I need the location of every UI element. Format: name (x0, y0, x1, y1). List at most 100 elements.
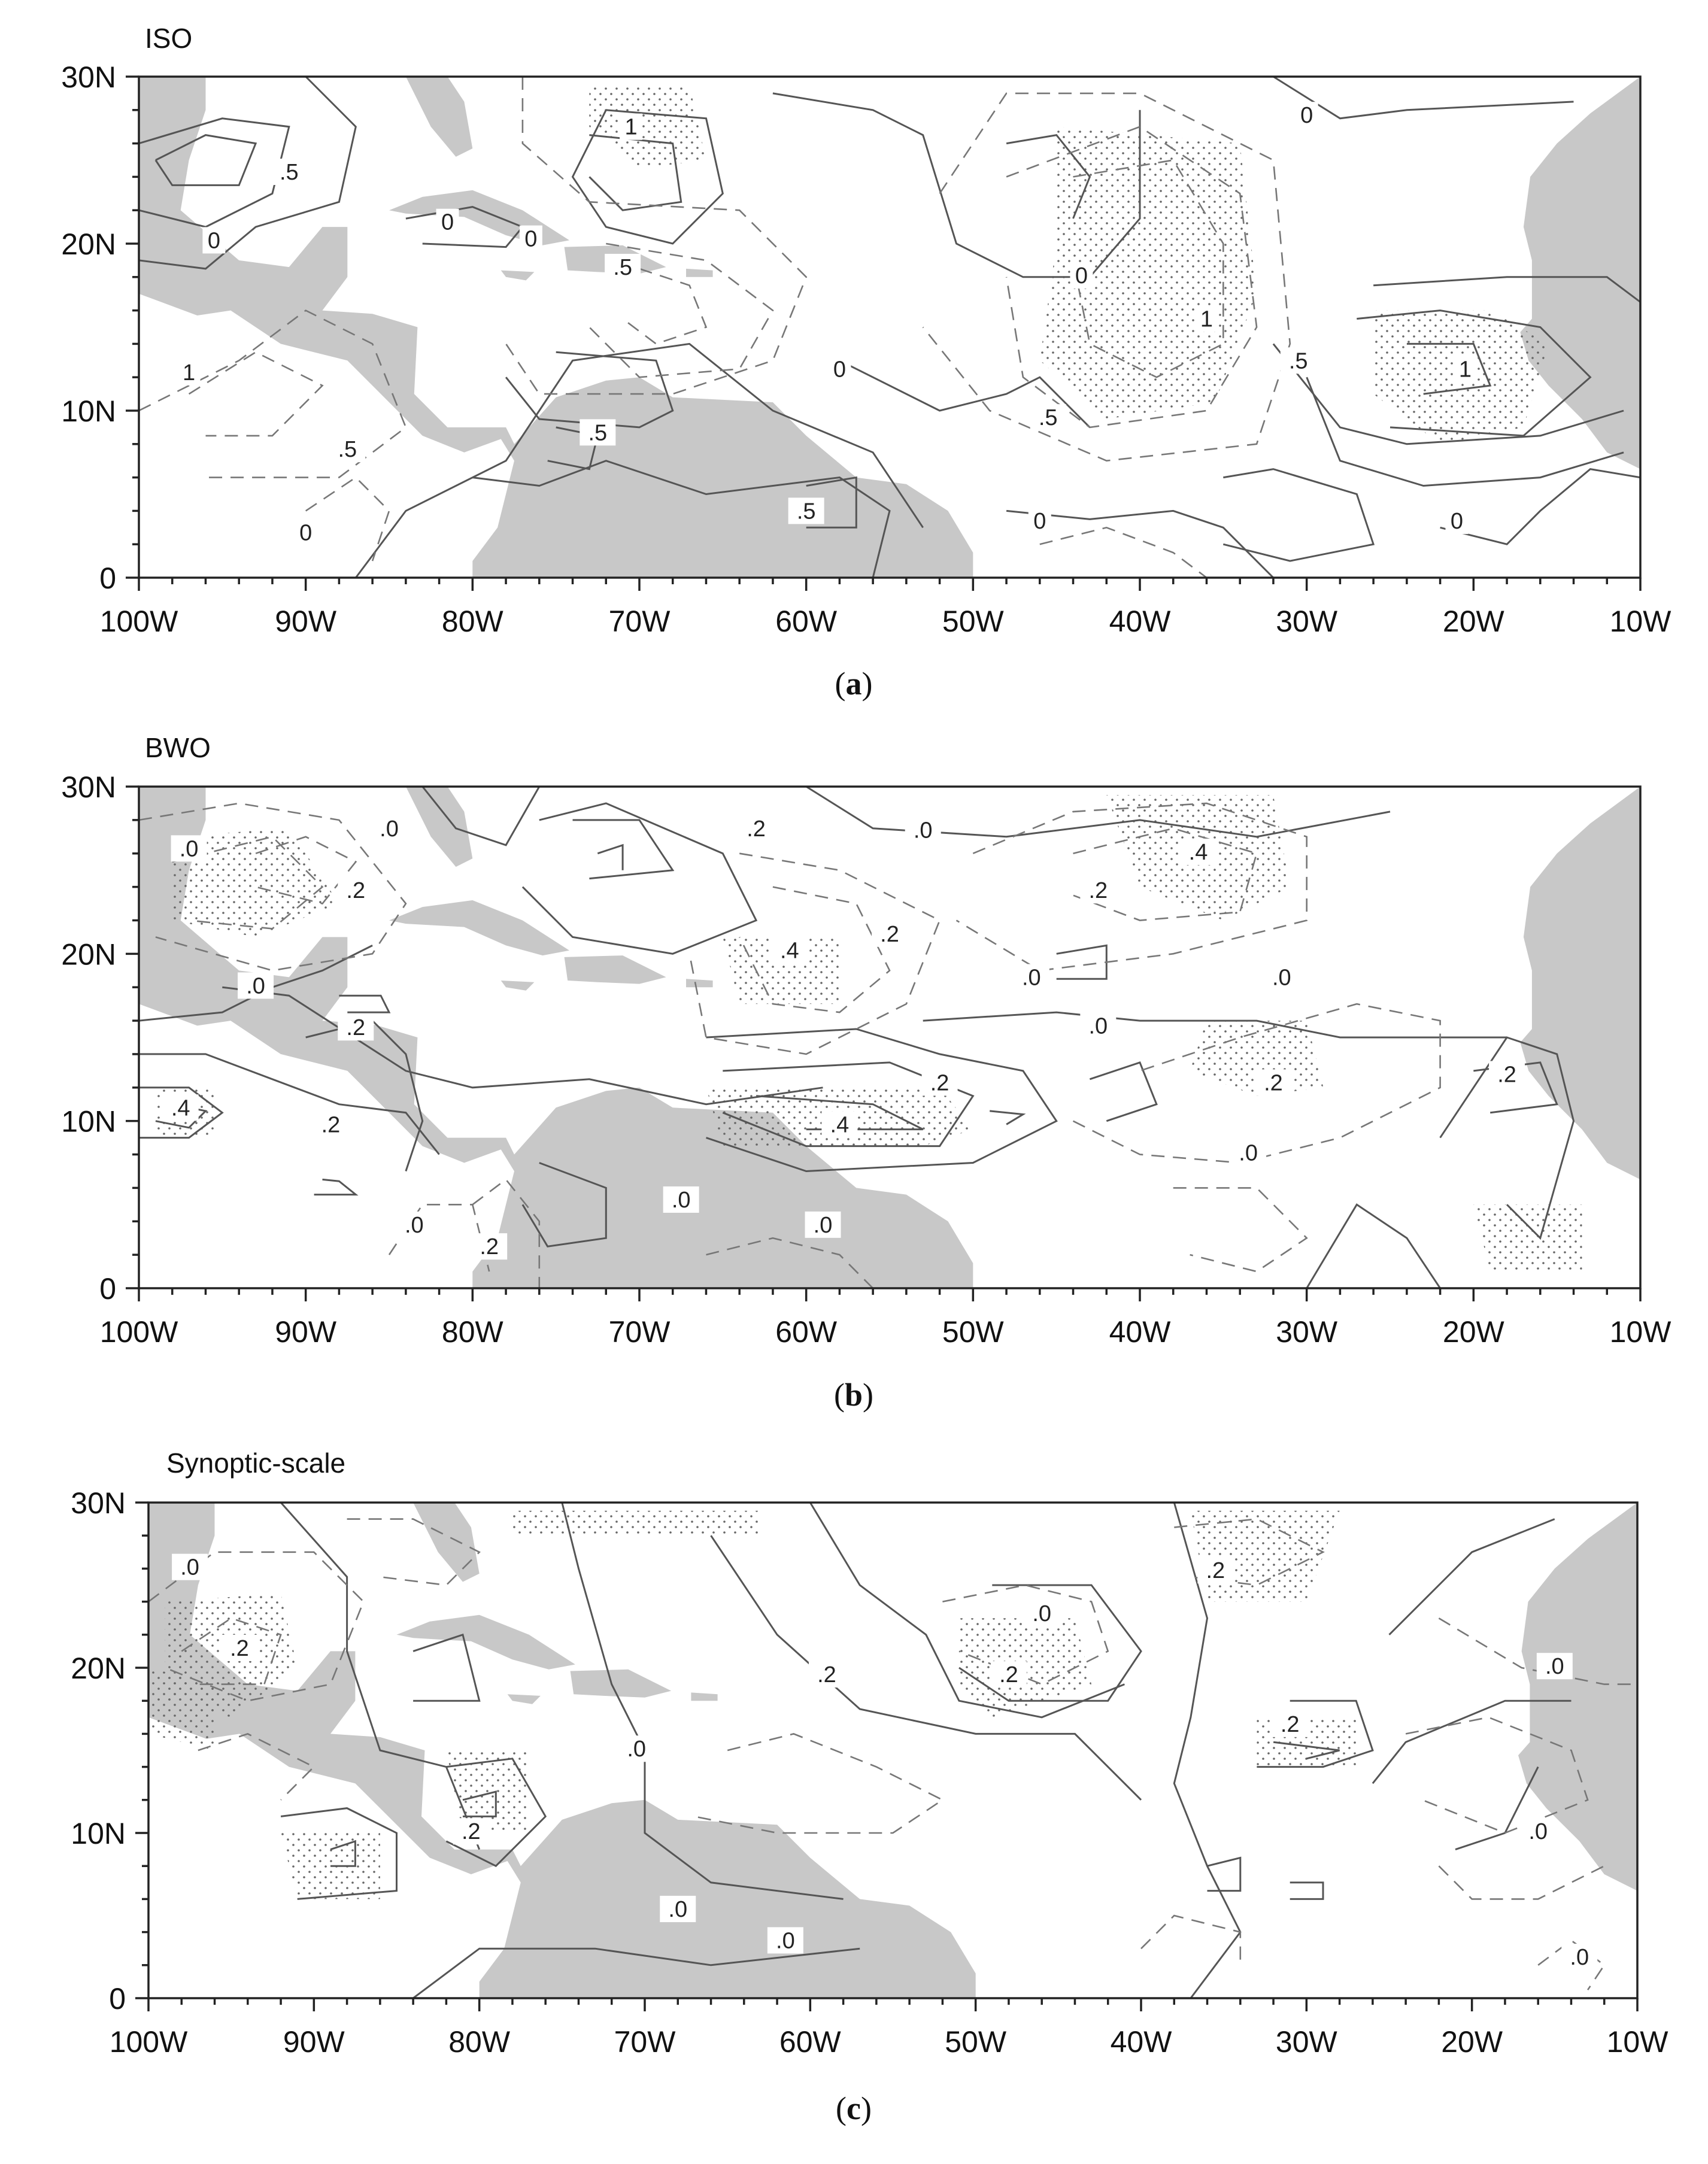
contour-positive (314, 1178, 359, 1196)
land-mask (139, 77, 973, 578)
contour-negative (1173, 1187, 1308, 1273)
land-mask (1520, 787, 1640, 1180)
contour-label: .5 (797, 499, 816, 524)
contour-label: .2 (346, 1015, 365, 1040)
contour-positive (597, 843, 624, 870)
contour-label-bg (453, 1818, 489, 1845)
contour-label-bg (660, 1895, 696, 1922)
y-tick-label: 30N (61, 770, 116, 804)
contour-label: .5 (280, 160, 299, 185)
contour-positive (330, 1840, 356, 1867)
plot-frame (138, 785, 1642, 1289)
y-tick-label: 20N (61, 937, 116, 971)
contour-positive (1273, 77, 1574, 120)
x-tick-label: 30W (1276, 605, 1338, 638)
significance-stipple (148, 1668, 215, 1750)
contour-label-bg (162, 1094, 199, 1121)
x-tick-label: 60W (779, 2025, 842, 2059)
contour-label: .0 (814, 1213, 833, 1238)
contour-positive (756, 1095, 924, 1131)
contour-label-bg (580, 419, 616, 446)
contour-label: .2 (1088, 878, 1108, 903)
contour-positive (222, 986, 823, 1106)
contour-label: 1 (1200, 307, 1213, 332)
contour-label: 0 (1451, 509, 1463, 534)
x-tick-label: 90W (275, 1315, 337, 1349)
land-mask (139, 787, 973, 1288)
contour-negative (305, 476, 390, 562)
contour-label: 0 (441, 210, 454, 235)
contour-label-bg (338, 877, 374, 904)
contour-label-bg (177, 359, 201, 386)
contour-label: .2 (346, 878, 365, 903)
contour-positive (1406, 342, 1492, 395)
contour-label-bg (1070, 262, 1093, 289)
y-tick-label: 10N (61, 394, 116, 428)
contour-positive (521, 1162, 607, 1248)
contour-label: .0 (627, 1737, 646, 1762)
contour-label-bg (1295, 102, 1318, 129)
contour-negative (1005, 126, 1258, 429)
contour-positive (547, 426, 599, 471)
contour-label: 1 (1459, 357, 1472, 382)
contour-negative (172, 836, 324, 930)
contour-label: .5 (613, 255, 632, 280)
contour-positive (139, 77, 357, 270)
contour-label: .0 (1528, 1819, 1548, 1844)
contour-label-bg (663, 1186, 699, 1213)
x-tick-label: 80W (442, 605, 504, 638)
contour-label: .4 (1189, 840, 1208, 865)
contour-positive (1222, 468, 1375, 562)
contour-label-bg (808, 1661, 845, 1688)
contour-positive (805, 787, 1391, 838)
x-tick-label: 40W (1109, 605, 1172, 638)
contour-label-bg (1180, 838, 1216, 865)
contour-positive (990, 1110, 1026, 1125)
contour-positive (809, 1503, 1125, 1719)
contour-positive (571, 109, 724, 245)
contour-label-bg (338, 1014, 374, 1041)
contour-label: .4 (830, 1112, 850, 1137)
contour-positive (521, 802, 758, 955)
contour-label: .4 (780, 939, 799, 964)
contour-negative (505, 77, 808, 395)
contour-label-bg (519, 225, 542, 252)
land-mask (686, 268, 713, 277)
contour-label: .0 (1022, 965, 1041, 990)
contour-label-bg (618, 1735, 655, 1762)
y-tick-label: 20N (61, 227, 116, 261)
contour-label: .0 (776, 1928, 795, 1953)
contour-label-bg (396, 1211, 432, 1238)
contour-label: 0 (1300, 103, 1313, 128)
contour-label: .0 (1570, 1945, 1589, 1970)
contour-negative (739, 886, 891, 1013)
significance-stipple (446, 1750, 529, 1833)
contour-label: .5 (1289, 348, 1308, 374)
contour-label: .0 (672, 1188, 691, 1213)
contour-positive (923, 1011, 1507, 1039)
x-tick-label: 20W (1443, 1315, 1505, 1349)
plot-area: .0 .0 .2 .2 .0 .4 .2 .2 .4 .0 .0 .0 .2 .0 .2 .4 .2 .4 .2 .2… (139, 787, 1640, 1288)
land-mask (691, 1692, 718, 1701)
land-mask (405, 77, 473, 157)
x-tick-label: 40W (1111, 2025, 1173, 2059)
contour-label-bg (990, 1661, 1027, 1688)
contour-label-bg (1280, 347, 1316, 374)
contour-negative (181, 1617, 282, 1685)
contour-positive (421, 787, 541, 846)
land-mask (396, 1614, 575, 1670)
x-tick-label: 20W (1443, 605, 1505, 638)
land-mask (686, 979, 713, 988)
contour-positive (572, 819, 675, 880)
contour-negative (694, 1733, 944, 1834)
contour-label: .0 (246, 973, 265, 998)
contour-label-bg (271, 159, 307, 186)
contour-label-bg (1195, 305, 1218, 332)
contour-label-bg (1255, 1069, 1291, 1096)
panel-caption: (a) (835, 666, 873, 702)
x-tick-label: 10W (1610, 1315, 1672, 1349)
contour-label: 0 (208, 228, 220, 253)
contour-label: .2 (930, 1070, 949, 1095)
contour-label: .0 (1032, 1601, 1051, 1626)
